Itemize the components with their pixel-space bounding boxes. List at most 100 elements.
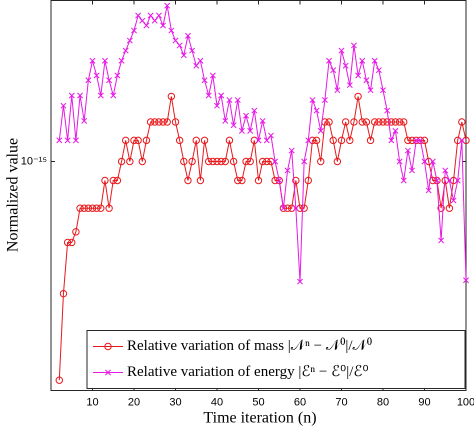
marker	[292, 176, 300, 185]
marker	[147, 12, 154, 19]
marker	[442, 167, 449, 174]
marker	[201, 77, 208, 84]
marker	[304, 176, 312, 185]
marker	[326, 57, 333, 64]
marker	[404, 147, 411, 154]
x-tick-label: 90	[418, 396, 430, 408]
marker	[358, 118, 366, 126]
marker	[421, 158, 428, 165]
marker	[238, 127, 245, 134]
y-axis-label: Normalized value	[5, 138, 22, 252]
marker	[424, 157, 433, 166]
marker	[367, 87, 374, 94]
marker	[387, 118, 395, 126]
marker	[193, 62, 200, 69]
marker	[68, 92, 75, 99]
marker	[333, 157, 342, 166]
marker	[301, 158, 308, 165]
marker	[63, 238, 72, 247]
marker	[243, 112, 250, 119]
marker	[284, 167, 291, 174]
marker	[189, 47, 196, 54]
marker	[217, 157, 225, 166]
marker	[175, 136, 184, 145]
marker	[296, 204, 304, 212]
marker	[168, 27, 175, 34]
marker	[160, 22, 167, 29]
marker	[329, 136, 337, 145]
marker	[172, 37, 179, 44]
legend-marker	[105, 369, 111, 376]
marker	[342, 62, 349, 69]
marker	[209, 157, 217, 166]
marker	[346, 82, 353, 89]
marker	[139, 17, 146, 24]
marker	[400, 118, 408, 126]
x-tick-label: 30	[169, 396, 181, 408]
marker	[383, 118, 391, 126]
marker	[171, 118, 180, 126]
marker	[97, 204, 105, 212]
marker	[312, 136, 321, 145]
marker	[462, 136, 470, 145]
marker	[362, 118, 371, 126]
marker	[384, 107, 391, 114]
x-axis-label: Time iteration (n)	[203, 410, 316, 427]
marker	[84, 204, 93, 212]
marker	[276, 177, 283, 184]
marker	[205, 92, 212, 99]
marker	[350, 118, 358, 126]
marker	[288, 147, 295, 154]
legend-label: Relative variation of mass |𝒩ⁿ − 𝒩⁰|/𝒩⁰	[127, 337, 372, 354]
marker	[330, 67, 337, 74]
marker	[454, 177, 461, 184]
x-tick-label: 60	[294, 396, 306, 408]
marker	[317, 157, 325, 166]
marker	[221, 157, 230, 166]
marker	[371, 57, 378, 64]
marker	[214, 102, 220, 109]
marker	[80, 204, 88, 212]
marker	[130, 136, 138, 145]
marker	[163, 118, 171, 126]
marker	[409, 167, 416, 174]
marker	[392, 127, 399, 134]
marker	[288, 204, 296, 212]
marker	[371, 118, 379, 126]
marker	[445, 204, 454, 212]
marker	[317, 127, 324, 134]
marker	[197, 57, 204, 64]
marker	[234, 176, 242, 185]
marker	[396, 158, 403, 165]
marker	[143, 22, 150, 29]
marker	[180, 52, 187, 59]
marker	[433, 177, 440, 184]
marker	[60, 102, 67, 109]
marker	[184, 176, 192, 185]
marker	[313, 107, 320, 114]
marker	[76, 204, 84, 212]
marker	[134, 136, 142, 145]
marker	[109, 176, 117, 185]
legend-marker	[104, 342, 112, 351]
marker	[209, 72, 216, 79]
marker	[97, 92, 104, 99]
marker	[101, 57, 108, 64]
marker	[59, 289, 68, 298]
legend-label: Relative variation of energy |ℰⁿ − ℰ⁰|/ℰ…	[127, 364, 368, 380]
marker	[354, 92, 362, 101]
x-tick-label: 10	[86, 396, 98, 408]
marker	[81, 117, 88, 124]
marker	[229, 157, 238, 166]
marker	[117, 157, 126, 166]
marker	[138, 157, 147, 166]
marker	[126, 37, 133, 44]
marker	[300, 204, 308, 212]
marker	[230, 122, 237, 129]
x-tick-label: 20	[128, 396, 140, 408]
marker	[391, 118, 400, 126]
marker	[200, 136, 209, 145]
marker	[429, 158, 436, 165]
marker	[85, 77, 92, 84]
